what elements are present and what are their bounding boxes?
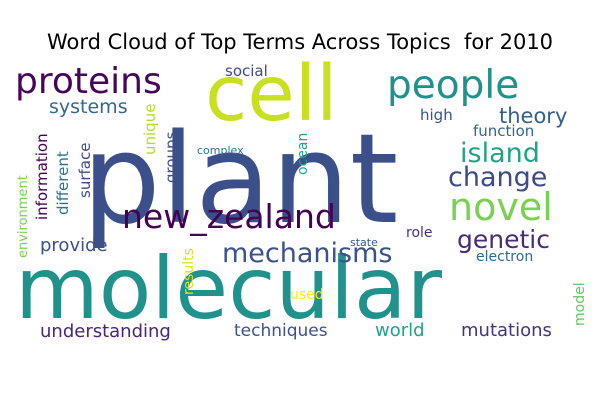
word-people: people: [387, 63, 519, 108]
chart-title: Word Cloud of Top Terms Across Topics fo…: [46, 30, 554, 54]
word-results: results: [181, 248, 197, 295]
word-genetic: genetic: [457, 225, 550, 254]
word-state: state: [350, 236, 378, 249]
word-unique: unique: [141, 104, 159, 155]
word-cell: cell: [205, 50, 338, 139]
word-high: high: [420, 106, 453, 124]
word-new-zealand: new_zealand: [122, 197, 336, 236]
word-groups: groups: [162, 131, 180, 183]
word-proteins: proteins: [15, 61, 162, 102]
word-complex: complex: [197, 144, 244, 157]
word-environment: environment: [16, 175, 31, 258]
word-provide: provide: [40, 235, 108, 256]
word-understanding: understanding: [40, 321, 171, 342]
word-systems: systems: [49, 96, 128, 118]
word-ocean: ocean: [295, 133, 311, 175]
word-mutations: mutations: [461, 320, 552, 341]
word-role: role: [406, 225, 433, 241]
word-molecular: molecular: [15, 239, 443, 339]
word-information: information: [33, 133, 51, 220]
word-model: model: [572, 282, 588, 326]
word-social: social: [225, 62, 268, 80]
word-mechanisms: mechanisms: [222, 238, 392, 269]
word-island: island: [460, 138, 540, 169]
word-plant: plant: [82, 108, 398, 252]
word-different: different: [54, 151, 72, 215]
word-surface: surface: [76, 143, 94, 198]
word-techniques: techniques: [234, 321, 328, 341]
word-theory: theory: [499, 104, 567, 128]
word-world: world: [375, 320, 425, 341]
word-electron: electron: [476, 249, 533, 265]
word-function: function: [473, 122, 534, 140]
word-novel: novel: [449, 185, 553, 229]
word-used: used: [290, 287, 324, 303]
word-change: change: [448, 162, 547, 193]
